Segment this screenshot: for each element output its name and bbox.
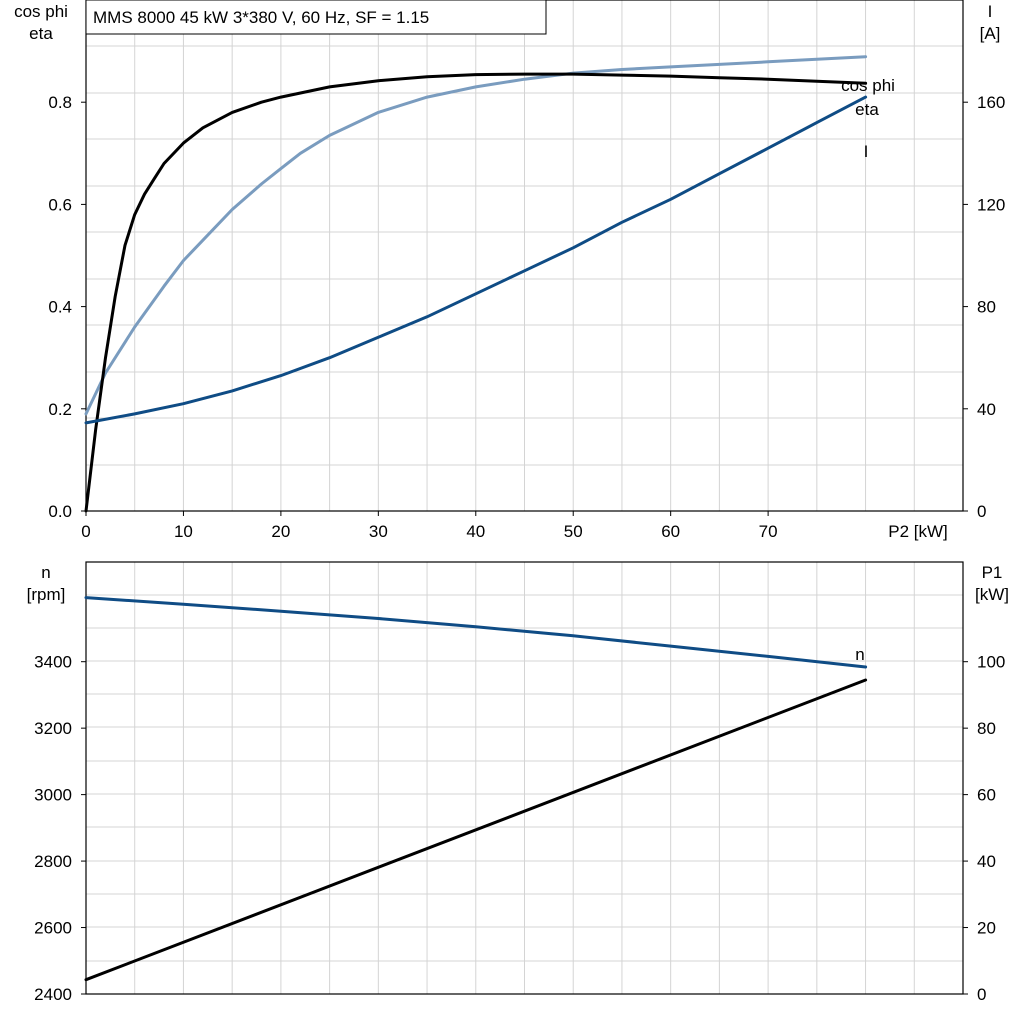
chart1-series-label-i: I — [864, 142, 869, 161]
chart2-left-axis-title: [rpm] — [27, 585, 66, 604]
chart1-x-tick-label: 10 — [174, 522, 193, 541]
chart1-x-tick-label: 0 — [81, 522, 90, 541]
chart1-x-tick-label: 40 — [466, 522, 485, 541]
chart2-right-tick-label: 60 — [977, 786, 996, 805]
chart2-plot-frame — [85, 561, 964, 995]
chart1-x-tick-label: 30 — [369, 522, 388, 541]
chart1-plot-frame — [85, 0, 964, 512]
chart1-x-tick-label: 50 — [564, 522, 583, 541]
chart2-right-tick-label: 40 — [977, 852, 996, 871]
chart2-left-tick-label: 3400 — [34, 653, 72, 672]
chart2-left-axis-title: n — [41, 563, 50, 582]
chart2-right-tick-label: 20 — [977, 919, 996, 938]
chart1-series-label-eta: eta — [855, 100, 879, 119]
chart1-x-tick-label: 70 — [759, 522, 778, 541]
chart1-series-i-line — [84, 95, 868, 425]
chart1-right-axis-title: I — [988, 2, 993, 21]
chart1-series-cos-phi-line — [84, 55, 868, 416]
chart1-right-tick-label: 120 — [977, 195, 1005, 214]
chart1-x-axis-title: P2 [kW] — [888, 522, 948, 541]
chart1-left-tick-label: 0.4 — [48, 298, 72, 317]
chart1-left-tick-label: 0.6 — [48, 195, 72, 214]
chart1-right-tick-label: 80 — [977, 298, 996, 317]
chart1-right-axis-title: [A] — [980, 24, 1001, 43]
chart2-series-p1-line — [84, 678, 868, 982]
chart2-right-axis-title: [kW] — [975, 585, 1009, 604]
chart2-right-tick-label: 0 — [977, 985, 986, 1004]
chart1-left-tick-label: 0.8 — [48, 93, 72, 112]
chart1-left-axis-title: cos phi — [14, 2, 68, 21]
chart1-left-axis-title: eta — [29, 24, 53, 43]
chart2-series-n-line — [84, 596, 868, 669]
chart2-series-label-n: n — [855, 645, 864, 664]
chart2-right-tick-label: 80 — [977, 719, 996, 738]
chart1-right-tick-label: 0 — [977, 502, 986, 521]
chart2-left-tick-label: 2600 — [34, 919, 72, 938]
chart1-left-tick-label: 0.0 — [48, 502, 72, 521]
chart2-left-tick-label: 2800 — [34, 852, 72, 871]
chart1-series-eta-line — [84, 72, 868, 513]
chart1-right-tick-label: 160 — [977, 93, 1005, 112]
chart1-series-label-cos-phi: cos phi — [841, 76, 895, 95]
chart2-left-tick-label: 2400 — [34, 985, 72, 1004]
chart2-right-tick-label: 100 — [977, 653, 1005, 672]
chart1-title: MMS 8000 45 kW 3*380 V, 60 Hz, SF = 1.15 — [93, 8, 429, 27]
chart1-title-box — [85, 0, 547, 35]
chart1-x-tick-label: 60 — [661, 522, 680, 541]
chart2-left-tick-label: 3000 — [34, 786, 72, 805]
chart1-left-tick-label: 0.2 — [48, 400, 72, 419]
chart2-right-axis-title: P1 — [982, 563, 1003, 582]
chart1-x-tick-label: 20 — [271, 522, 290, 541]
chart2-left-tick-label: 3200 — [34, 719, 72, 738]
chart1-right-tick-label: 40 — [977, 400, 996, 419]
